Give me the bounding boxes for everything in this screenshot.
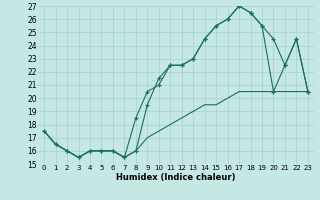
X-axis label: Humidex (Indice chaleur): Humidex (Indice chaleur) [116, 173, 236, 182]
